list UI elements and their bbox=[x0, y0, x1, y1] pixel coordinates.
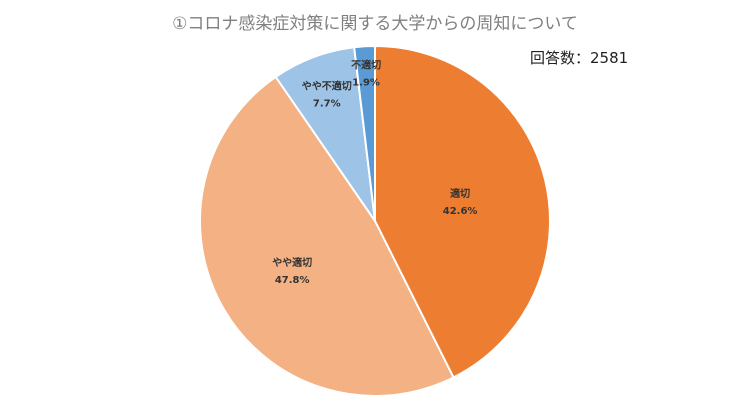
response-count: 回答数：2581 bbox=[530, 49, 629, 67]
slice-category-label-3: 不適切 bbox=[351, 59, 381, 72]
pie-slice-1 bbox=[199, 75, 455, 397]
pie-slice-3 bbox=[353, 44, 376, 222]
pie-slice-0 bbox=[374, 44, 551, 379]
slice-value-label-2: 7.7% bbox=[313, 98, 341, 109]
slice-category-label-1: やや適切 bbox=[272, 256, 312, 269]
slice-category-label-2: やや不適切 bbox=[302, 79, 352, 92]
slice-value-label-1: 47.8% bbox=[275, 275, 310, 286]
slice-value-label-3: 1.9% bbox=[352, 78, 380, 89]
chart-title: ①コロナ感染症対策に関する大学からの周知について bbox=[172, 14, 578, 34]
slice-category-label-0: 適切 bbox=[450, 187, 470, 200]
pie-slices bbox=[199, 44, 551, 397]
slice-value-label-0: 42.6% bbox=[443, 206, 478, 217]
pie-labels: 適切 42.6% やや適切 47.8% やや不適切 7.7% 不適切 1.9% bbox=[272, 59, 477, 287]
